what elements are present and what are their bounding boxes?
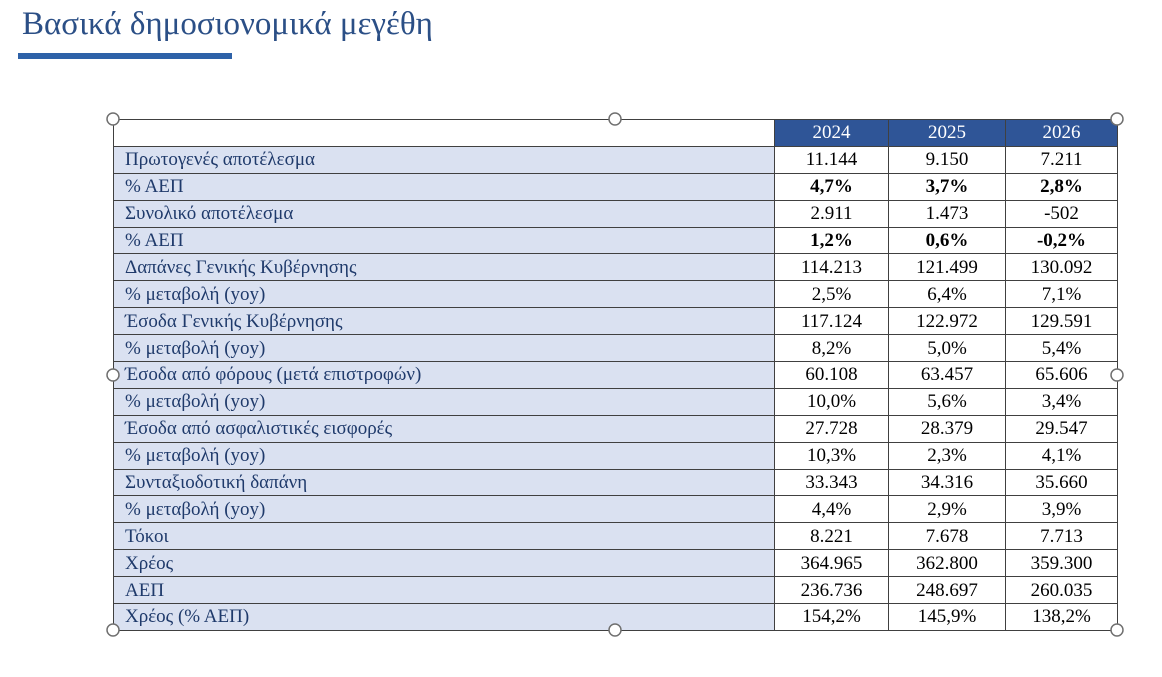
column-header: 2026 — [1005, 119, 1118, 147]
header-row: 2024 2025 2026 — [113, 119, 1118, 147]
table-row: Συνταξιοδοτική δαπάνη 33.343 34.316 35.660 — [113, 468, 1118, 497]
cell-value: 28.379 — [888, 414, 1006, 443]
cell-value: 29.547 — [1005, 414, 1118, 443]
row-label: Χρέος (% ΑΕΠ) — [113, 603, 775, 631]
cell-value: 65.606 — [1005, 361, 1118, 389]
cell-value: 34.316 — [888, 468, 1006, 497]
cell-value: 33.343 — [774, 468, 889, 497]
cell-value: 121.499 — [888, 253, 1006, 282]
row-label: % ΑΕΠ — [113, 172, 775, 201]
cell-value: 129.591 — [1005, 307, 1118, 336]
slide-title: Βασικά δημοσιονομικά μεγέθη — [22, 6, 433, 42]
cell-value: 154,2% — [774, 603, 889, 631]
cell-value: 260.035 — [1005, 576, 1118, 605]
table-row: Τόκοι 8.221 7.678 7.713 — [113, 522, 1118, 551]
cell-value: 117.124 — [774, 307, 889, 336]
resize-handle[interactable] — [106, 112, 120, 126]
cell-value: 3,4% — [1005, 387, 1118, 416]
resize-handle[interactable] — [1110, 623, 1124, 637]
row-label: Δαπάνες Γενικής Κυβέρνησης — [113, 253, 775, 282]
header-blank — [113, 119, 775, 147]
cell-value: 7.713 — [1005, 522, 1118, 551]
data-table[interactable]: 2024 2025 2026 Πρωτογενές αποτέλεσμα 11.144… — [113, 119, 1118, 631]
row-label: Πρωτογενές αποτέλεσμα — [113, 145, 775, 174]
cell-value: 7,1% — [1005, 280, 1118, 309]
table-row: Έσοδα από φόρους (μετά επιστροφών) 60.108… — [113, 361, 1118, 389]
table-row: Χρέος (% ΑΕΠ) 154,2% 145,9% 138,2% — [113, 603, 1118, 631]
table-row: Έσοδα από ασφαλιστικές εισφορές 27.728 28.… — [113, 414, 1118, 443]
row-label: Έσοδα από φόρους (μετά επιστροφών) — [113, 361, 775, 389]
cell-value: 362.800 — [888, 549, 1006, 578]
cell-value: 2,3% — [888, 441, 1006, 470]
cell-value: 35.660 — [1005, 468, 1118, 497]
cell-value: 138,2% — [1005, 603, 1118, 631]
row-label: Συνολικό αποτέλεσμα — [113, 199, 775, 228]
resize-handle[interactable] — [106, 623, 120, 637]
row-label: % μεταβολή (yoy) — [113, 280, 775, 309]
row-label: Χρέος — [113, 549, 775, 578]
row-label: % μεταβολή (yoy) — [113, 387, 775, 416]
resize-handle[interactable] — [608, 112, 622, 126]
table-row: Συνολικό αποτέλεσμα 2.911 1.473 -502 — [113, 199, 1118, 228]
cell-value: 10,0% — [774, 387, 889, 416]
resize-handle[interactable] — [608, 623, 622, 637]
table-row: % μεταβολή (yoy) 10,0% 5,6% 3,4% — [113, 387, 1118, 416]
cell-value: 130.092 — [1005, 253, 1118, 282]
cell-value: 2,5% — [774, 280, 889, 309]
resize-handle[interactable] — [106, 368, 120, 382]
table-row: % μεταβολή (yoy) 4,4% 2,9% 3,9% — [113, 495, 1118, 524]
row-label: ΑΕΠ — [113, 576, 775, 605]
cell-value: 6,4% — [888, 280, 1006, 309]
table-row: ΑΕΠ 236.736 248.697 260.035 — [113, 576, 1118, 605]
table-row: % μεταβολή (yoy) 8,2% 5,0% 5,4% — [113, 334, 1118, 363]
table-row: Χρέος 364.965 362.800 359.300 — [113, 549, 1118, 578]
cell-value: 122.972 — [888, 307, 1006, 336]
resize-handle[interactable] — [1110, 368, 1124, 382]
cell-value: 9.150 — [888, 145, 1006, 174]
table-row: % ΑΕΠ 1,2% 0,6% -0,2% — [113, 226, 1118, 255]
cell-value: 8,2% — [774, 334, 889, 363]
cell-value: 27.728 — [774, 414, 889, 443]
table-row: % μεταβολή (yoy) 2,5% 6,4% 7,1% — [113, 280, 1118, 309]
cell-value: 4,4% — [774, 495, 889, 524]
cell-value: 248.697 — [888, 576, 1006, 605]
table-row: Πρωτογενές αποτέλεσμα 11.144 9.150 7.211 — [113, 145, 1118, 174]
row-label: Συνταξιοδοτική δαπάνη — [113, 468, 775, 497]
resize-handle[interactable] — [1110, 112, 1124, 126]
table-row: Έσοδα Γενικής Κυβέρνησης 117.124 122.972 12… — [113, 307, 1118, 336]
column-header: 2025 — [888, 119, 1006, 147]
cell-value: 3,7% — [888, 172, 1006, 201]
cell-value: 60.108 — [774, 361, 889, 389]
cell-value: 4,1% — [1005, 441, 1118, 470]
row-label: % μεταβολή (yoy) — [113, 334, 775, 363]
table-row: % μεταβολή (yoy) 10,3% 2,3% 4,1% — [113, 441, 1118, 470]
cell-value: 3,9% — [1005, 495, 1118, 524]
table-row: Δαπάνες Γενικής Κυβέρνησης 114.213 121.499… — [113, 253, 1118, 282]
cell-value: 1,2% — [774, 226, 889, 255]
cell-value: 2.911 — [774, 199, 889, 228]
column-header: 2024 — [774, 119, 889, 147]
row-label: Τόκοι — [113, 522, 775, 551]
cell-value: 5,4% — [1005, 334, 1118, 363]
row-label: % μεταβολή (yoy) — [113, 441, 775, 470]
cell-value: 10,3% — [774, 441, 889, 470]
cell-value: 63.457 — [888, 361, 1006, 389]
cell-value: 145,9% — [888, 603, 1006, 631]
row-label: % μεταβολή (yoy) — [113, 495, 775, 524]
title-underline — [18, 53, 232, 59]
cell-value: 1.473 — [888, 199, 1006, 228]
row-label: Έσοδα από ασφαλιστικές εισφορές — [113, 414, 775, 443]
cell-value: 114.213 — [774, 253, 889, 282]
row-label: Έσοδα Γενικής Κυβέρνησης — [113, 307, 775, 336]
